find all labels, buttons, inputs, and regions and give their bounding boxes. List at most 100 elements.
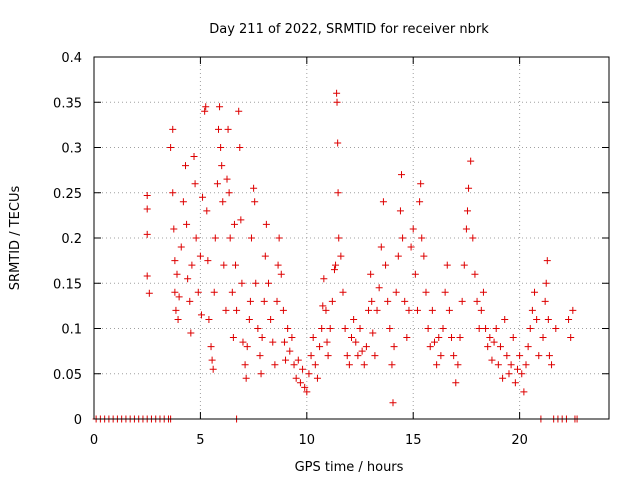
data-point bbox=[205, 315, 213, 323]
data-point bbox=[299, 365, 307, 373]
data-point bbox=[172, 306, 180, 314]
data-point bbox=[407, 243, 415, 251]
data-point bbox=[256, 352, 264, 360]
data-point bbox=[337, 252, 345, 260]
x-tick-label: 20 bbox=[511, 433, 528, 448]
data-point bbox=[169, 189, 177, 197]
axis-ticks: 0 0.05 0.1 0.15 0.2 0.25 0.3 0.35 0.4 0 5 10 15 20 bbox=[53, 51, 609, 448]
data-point bbox=[143, 230, 151, 238]
data-point bbox=[284, 325, 292, 332]
data-point bbox=[360, 361, 368, 369]
data-point bbox=[494, 361, 502, 369]
data-point bbox=[286, 347, 294, 355]
data-point bbox=[348, 334, 355, 342]
x-tick-label: 5 bbox=[196, 433, 204, 448]
data-point bbox=[296, 379, 304, 387]
data-point bbox=[533, 315, 541, 323]
data-point bbox=[569, 306, 577, 314]
data-point bbox=[465, 184, 473, 192]
data-point bbox=[191, 180, 199, 188]
data-point bbox=[169, 125, 177, 133]
data-point bbox=[475, 325, 483, 332]
data-point bbox=[247, 234, 255, 242]
data-point bbox=[333, 89, 341, 97]
data-point bbox=[228, 288, 236, 296]
data-point bbox=[439, 325, 447, 332]
data-point bbox=[173, 270, 181, 278]
data-point bbox=[452, 379, 460, 387]
data-point bbox=[416, 198, 424, 206]
data-point bbox=[544, 315, 552, 323]
data-point bbox=[171, 257, 179, 265]
data-point bbox=[273, 297, 281, 305]
data-point bbox=[262, 220, 270, 228]
data-point bbox=[456, 334, 464, 342]
data-point bbox=[565, 315, 573, 323]
data-point bbox=[409, 225, 417, 233]
data-point bbox=[232, 261, 240, 269]
data-point bbox=[204, 257, 212, 265]
data-point bbox=[258, 334, 266, 342]
data-point bbox=[288, 334, 296, 342]
data-point bbox=[145, 289, 153, 297]
data-point bbox=[518, 370, 526, 378]
data-point bbox=[216, 103, 224, 111]
data-point bbox=[567, 334, 575, 342]
data-point bbox=[430, 338, 438, 346]
data-point bbox=[233, 306, 241, 314]
data-point bbox=[401, 297, 409, 305]
data-point bbox=[463, 207, 471, 215]
data-point bbox=[526, 325, 534, 332]
data-point bbox=[182, 162, 190, 170]
data-point bbox=[224, 125, 232, 133]
data-point bbox=[552, 325, 560, 332]
data-point bbox=[334, 189, 342, 197]
data-point bbox=[473, 297, 481, 305]
data-point bbox=[390, 343, 398, 351]
data-point bbox=[448, 334, 456, 342]
y-tick-label: 0.25 bbox=[53, 187, 82, 202]
data-point bbox=[267, 315, 275, 323]
data-point bbox=[548, 361, 556, 369]
data-point bbox=[175, 293, 183, 301]
y-tick-label: 0 bbox=[74, 413, 82, 428]
data-point bbox=[482, 325, 490, 332]
data-point bbox=[386, 325, 394, 332]
data-point bbox=[220, 261, 228, 269]
data-point bbox=[236, 144, 244, 151]
data-point bbox=[167, 144, 175, 151]
y-tick-label: 0.1 bbox=[61, 323, 82, 338]
data-point bbox=[143, 272, 151, 280]
data-point bbox=[318, 325, 326, 332]
y-tick-label: 0.35 bbox=[53, 96, 82, 111]
data-point bbox=[184, 275, 192, 283]
data-point bbox=[320, 275, 328, 283]
data-point bbox=[486, 334, 494, 342]
data-point bbox=[420, 252, 428, 260]
data-point bbox=[377, 243, 385, 251]
data-point bbox=[235, 107, 243, 115]
data-point bbox=[188, 261, 196, 269]
data-point bbox=[334, 139, 342, 147]
data-point bbox=[230, 220, 238, 228]
data-point bbox=[218, 162, 226, 170]
data-point bbox=[505, 370, 513, 378]
data-point bbox=[424, 325, 432, 332]
data-point bbox=[405, 306, 413, 314]
data-point bbox=[524, 343, 532, 351]
data-point bbox=[241, 361, 249, 369]
grid-lines bbox=[94, 57, 609, 419]
data-point bbox=[368, 297, 376, 305]
data-point bbox=[238, 279, 246, 287]
y-tick-label: 0.15 bbox=[53, 277, 82, 292]
data-point bbox=[367, 270, 375, 278]
data-point bbox=[499, 374, 507, 382]
data-point bbox=[522, 361, 530, 369]
data-point bbox=[539, 334, 547, 342]
data-point bbox=[186, 297, 194, 305]
data-point bbox=[277, 270, 285, 278]
data-point bbox=[542, 279, 550, 287]
data-point bbox=[179, 198, 187, 206]
data-point bbox=[207, 343, 215, 351]
